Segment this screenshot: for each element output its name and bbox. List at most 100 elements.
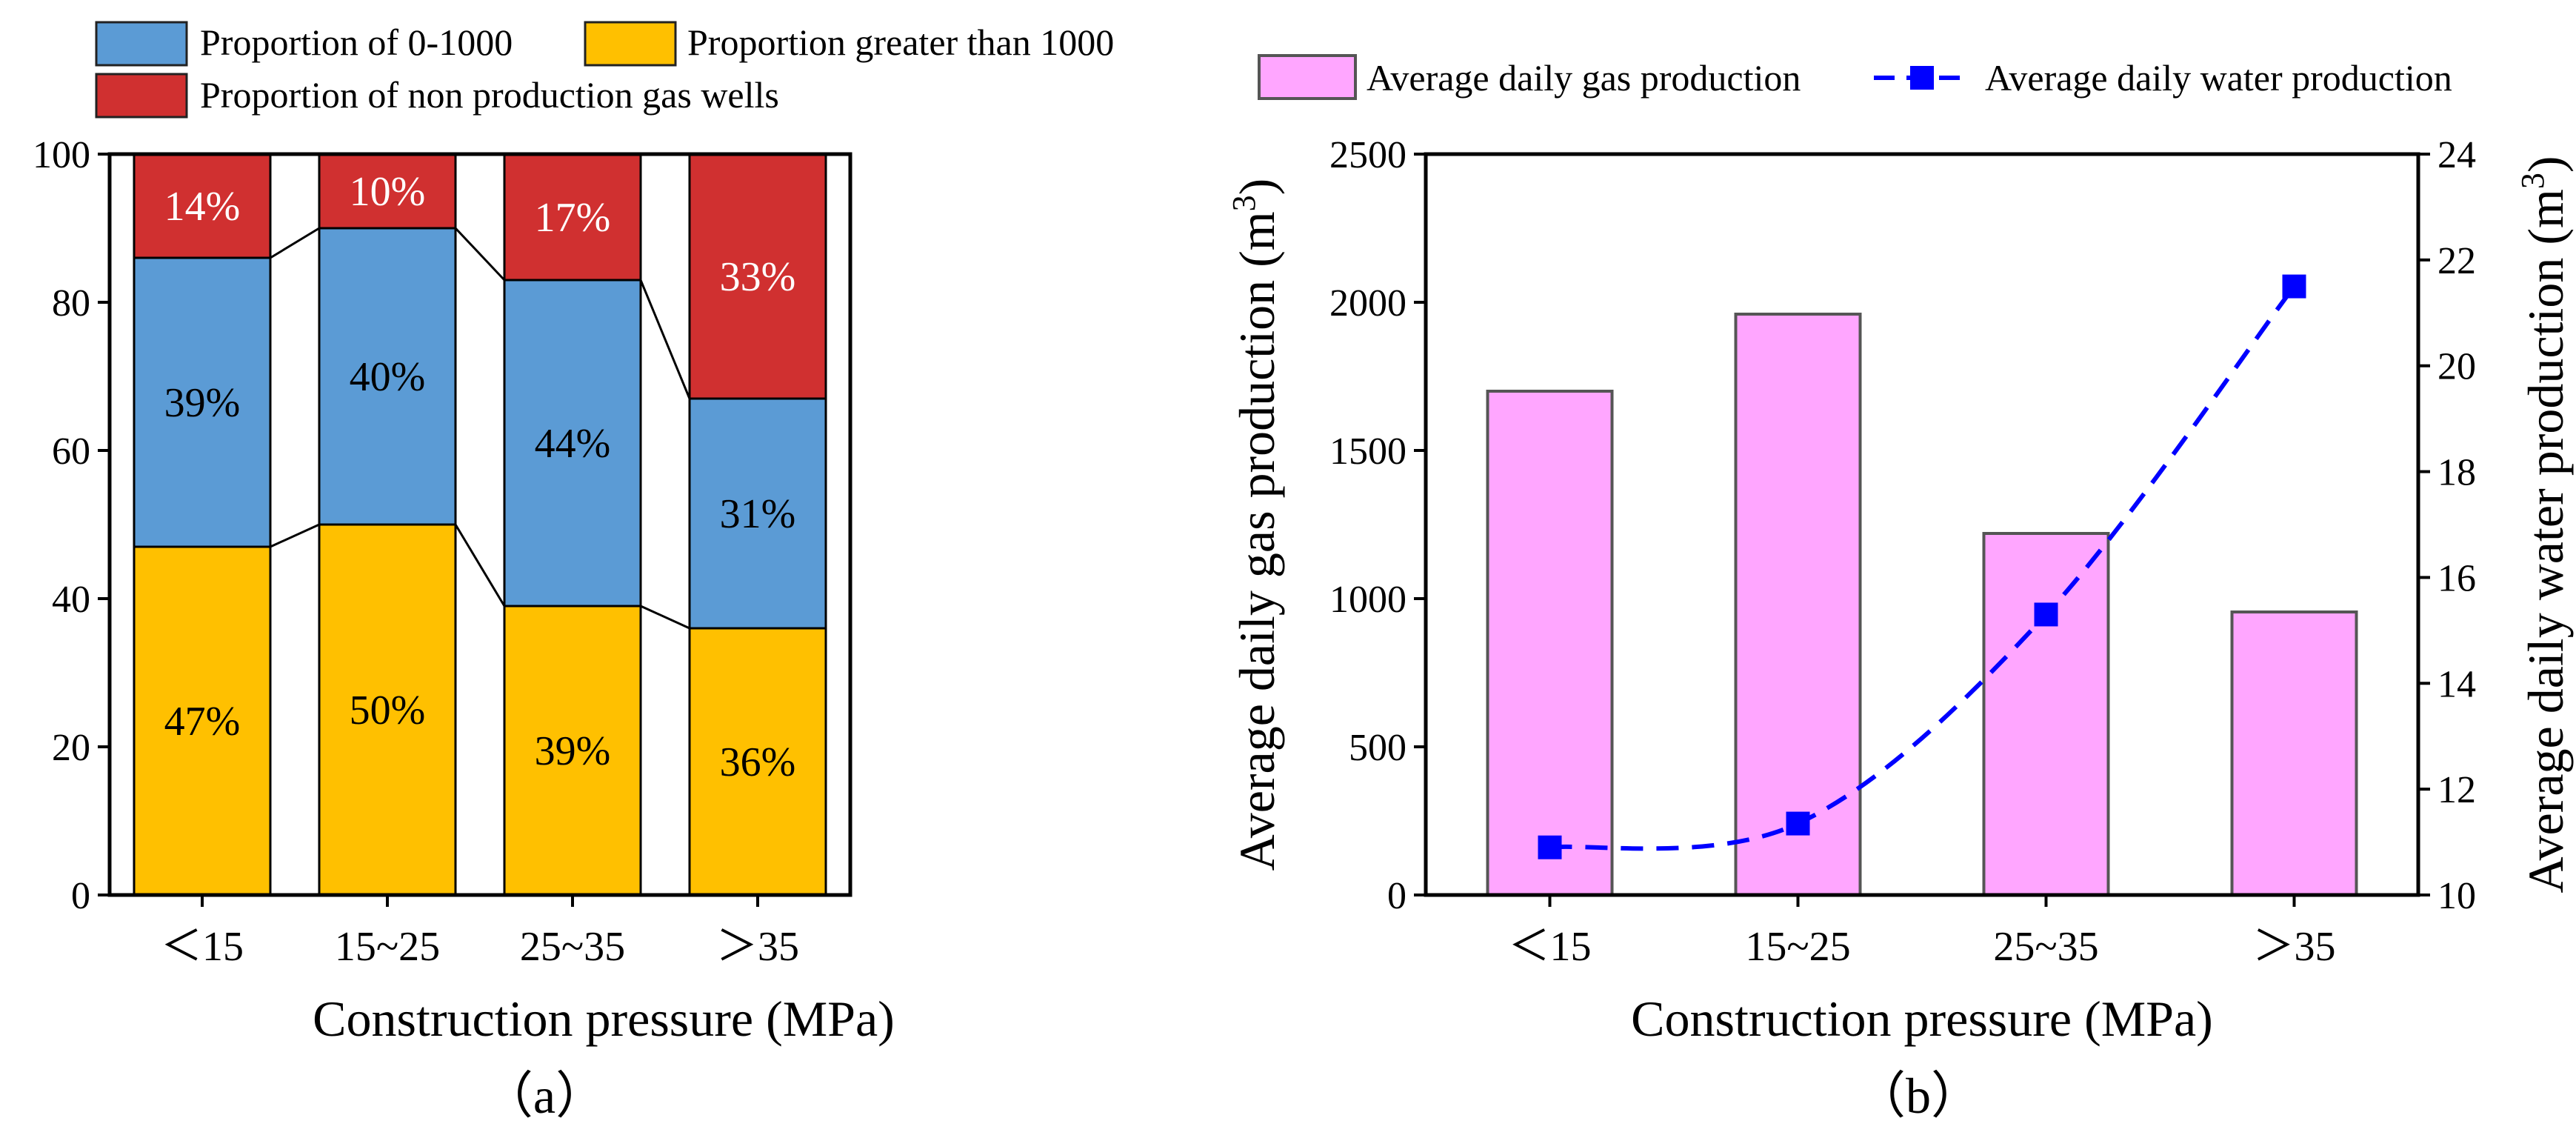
panel-b-y2-axis-title-text: Average daily water production (m: [2517, 189, 2574, 893]
connector-line: [454, 524, 506, 607]
y-tick-label: 0: [1387, 875, 1407, 917]
legend-label-gas: Average daily gas production: [1367, 57, 1801, 99]
panel-b-y-axis-title: Average daily gas production (m3): [1226, 179, 1285, 871]
y2-tick-label: 10: [2437, 875, 2476, 917]
panel-a-x-axis: ＜15 15~25 25~35 ＞35: [161, 895, 799, 970]
y-tick-label: 100: [33, 134, 90, 176]
panel-b-plot-frame: [1424, 152, 2420, 897]
segment-data-label: 17%: [535, 195, 611, 241]
segment-data-label: 44%: [535, 421, 611, 467]
stacked-bar-segment: [318, 523, 457, 896]
x-tick-label: ＜15: [1509, 924, 1592, 970]
y-tick-label: 500: [1349, 727, 1407, 769]
segment-data-label: 47%: [164, 699, 241, 745]
water-production-line: [1549, 284, 2296, 851]
segment-data-label: 40%: [350, 354, 426, 400]
y2-tick-label: 24: [2437, 134, 2476, 176]
legend-label-non-production: Proportion of non production gas wells: [200, 74, 779, 116]
y2-tick-label: 18: [2437, 452, 2476, 494]
water-production-marker: [1538, 835, 1562, 859]
y-tick-label: 60: [52, 430, 90, 473]
y-tick-label: 1500: [1329, 430, 1407, 473]
panel-b-water-line: [1538, 274, 2306, 859]
connector-line: [639, 279, 691, 399]
y2-tick-label: 14: [2437, 663, 2476, 705]
panel-b-label: （b）: [1855, 1068, 1981, 1124]
y-tick-label: 2500: [1329, 134, 1407, 176]
gas-production-bar: [1734, 313, 1862, 896]
segment-data-label: 31%: [720, 491, 796, 537]
x-tick-label: ＞35: [2253, 924, 2336, 970]
panel-b-y2-axis-title-sup: 3: [2515, 173, 2551, 189]
connector-line: [640, 605, 690, 630]
segment-data-label: 33%: [720, 254, 796, 300]
stacked-bar-segment: [688, 153, 827, 400]
stacked-bar-segment: [318, 153, 457, 230]
legend-swatch-gas: [1258, 54, 1357, 100]
stacked-bar-segment: [133, 545, 272, 896]
segment-data-label: 36%: [720, 739, 796, 785]
x-tick-label: 25~35: [1993, 924, 2098, 970]
segment-data-label: 50%: [350, 688, 426, 733]
x-tick-label: 15~25: [335, 924, 440, 970]
water-production-marker: [2034, 602, 2058, 627]
panel-b-legend: Average daily gas production Average dai…: [1258, 54, 2452, 100]
panel-a-label: （a）: [483, 1068, 606, 1124]
legend-marker-water: [1910, 66, 1934, 90]
panel-a-segment-labels: 47% 39% 14% 50% 40% 10% 39% 44% 17% 36% 31% 33%: [164, 169, 796, 785]
y-tick-label: 1000: [1329, 579, 1407, 621]
y2-tick-label: 22: [2437, 240, 2476, 282]
y-tick-label: 0: [71, 875, 90, 917]
panel-b-combo-chart: Average daily gas production Average dai…: [1226, 54, 2574, 1124]
y2-tick-label: 12: [2437, 769, 2476, 811]
gas-production-bar: [1982, 532, 2110, 896]
panel-b-left-y-axis: 0 500 1000 1500 2000 2500: [1329, 134, 1426, 917]
stacked-bar-segment: [503, 279, 642, 608]
x-tick-label: ＜15: [161, 924, 244, 970]
segment-data-label: 39%: [535, 728, 611, 774]
connector-line: [270, 523, 320, 548]
panel-b-y-axis-title-close: ): [1229, 179, 1285, 196]
y-tick-label: 20: [52, 727, 90, 769]
y-tick-label: 80: [52, 282, 90, 325]
panel-a-bars: [133, 153, 827, 896]
panel-b-x-axis: ＜15 15~25 25~35 ＞35: [1509, 895, 2336, 970]
panel-b-x-axis-title: Construction pressure (MPa): [1631, 991, 2213, 1047]
panel-b-bars: [1486, 313, 2358, 896]
water-production-marker: [2282, 274, 2306, 299]
panel-a-x-axis-title: Construction pressure (MPa): [313, 991, 895, 1047]
panel-a-plot-frame: [107, 152, 852, 897]
panel-b-y-axis-title-sup: 3: [1226, 195, 1262, 211]
panel-b-y2-axis-title: Average daily water production (m3): [2515, 156, 2574, 893]
panel-a-stacked-bar-chart: Proportion of 0-1000 Proportion greater …: [33, 21, 1114, 1124]
panel-a-connector-lines: [270, 227, 691, 630]
stacked-bar-segment: [688, 397, 827, 630]
gas-production-bar: [2230, 610, 2358, 896]
panel-a-y-axis: 0 20 40 60 80 100: [33, 134, 110, 917]
segment-data-label: 10%: [350, 169, 426, 215]
stacked-bar-segment: [688, 627, 827, 896]
legend-swatch-non-production: [95, 73, 188, 119]
connector-line: [270, 227, 320, 259]
stacked-bar-segment: [318, 227, 457, 526]
panel-b-y2-axis-title-close: ): [2517, 156, 2574, 173]
x-tick-label: 25~35: [520, 924, 625, 970]
y2-tick-label: 16: [2437, 557, 2476, 599]
x-tick-label: ＞35: [716, 924, 799, 970]
legend-label-greater-than-1000: Proportion greater than 1000: [687, 21, 1114, 63]
panel-a-legend: Proportion of 0-1000 Proportion greater …: [95, 21, 1114, 119]
gas-production-bar: [1486, 390, 1614, 896]
panel-b-y-axis-title-text: Average daily gas production (m: [1229, 211, 1285, 871]
segment-data-label: 39%: [164, 380, 241, 426]
legend-label-water: Average daily water production: [1985, 57, 2452, 99]
stacked-bar-segment: [503, 153, 642, 282]
panel-b-right-y-axis: 10 12 14 16 18 20 22 24: [2418, 134, 2476, 917]
y2-tick-label: 20: [2437, 346, 2476, 388]
x-tick-label: 15~25: [1745, 924, 1850, 970]
water-production-marker: [1786, 811, 1810, 836]
connector-line: [454, 227, 506, 282]
segment-data-label: 14%: [164, 184, 241, 230]
y-tick-label: 2000: [1329, 282, 1407, 325]
legend-swatch-0-1000: [95, 21, 188, 67]
